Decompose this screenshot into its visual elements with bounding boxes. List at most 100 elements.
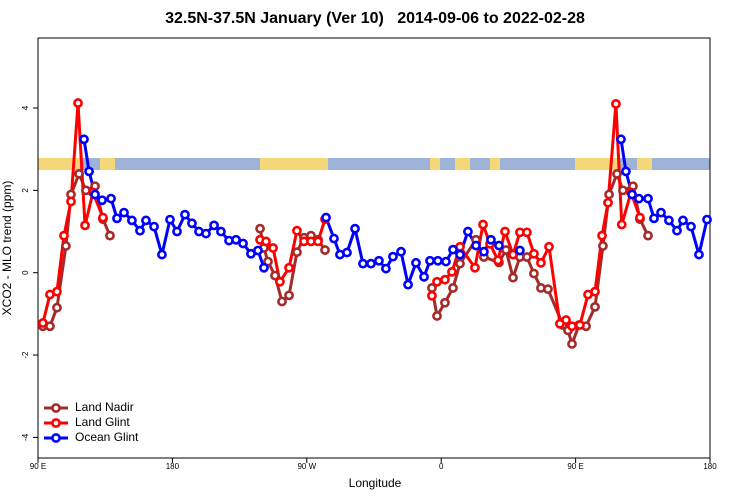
legend-label: Land Nadir: [75, 400, 134, 414]
x-tick-label: 180: [703, 462, 717, 471]
data-point: [135, 225, 145, 236]
data-point: [105, 230, 115, 241]
data-point: [259, 262, 269, 273]
data-point: [664, 215, 674, 226]
data-point: [463, 226, 473, 237]
data-point: [455, 249, 465, 260]
data-point: [514, 245, 525, 256]
x-axis-label: Longitude: [349, 476, 402, 490]
data-point: [180, 209, 190, 220]
data-point: [455, 258, 465, 269]
data-point: [672, 225, 682, 236]
data-point: [98, 212, 108, 223]
data-point: [419, 271, 429, 282]
data-point: [292, 225, 302, 236]
data-point: [433, 255, 443, 266]
data-point: [261, 236, 271, 247]
data-point: [292, 247, 302, 258]
data-point: [238, 238, 248, 249]
data-point: [611, 98, 621, 109]
data-point: [486, 234, 496, 245]
x-tick-label: 0: [439, 462, 444, 471]
data-point: [432, 311, 442, 321]
data-point: [643, 193, 653, 204]
data-point: [381, 263, 391, 274]
data-point: [201, 228, 211, 239]
data-point: [612, 168, 622, 179]
data-point: [440, 274, 450, 285]
y-tick-label: 4: [21, 105, 30, 110]
data-point: [320, 245, 330, 255]
data-point: [97, 195, 107, 206]
legend-marker: [51, 433, 61, 443]
data-point: [119, 207, 129, 218]
data-point: [270, 270, 280, 281]
data-point: [543, 284, 553, 295]
data-point: [52, 302, 62, 313]
data-point: [275, 276, 285, 287]
legend-label: Land Glint: [75, 415, 130, 429]
data-point: [231, 234, 241, 245]
data-point: [321, 212, 331, 223]
data-point: [79, 134, 89, 145]
data-point: [603, 197, 613, 208]
data-point: [61, 241, 71, 251]
data-point: [374, 255, 384, 266]
data-point: [396, 246, 406, 257]
y-tick-label: -4: [21, 433, 30, 441]
data-point: [470, 262, 480, 273]
y-tick-label: 0: [21, 270, 30, 275]
data-point: [216, 226, 226, 237]
data-point: [172, 226, 182, 237]
y-tick-label: 2: [21, 188, 30, 193]
data-point: [112, 213, 122, 224]
data-point: [471, 240, 481, 251]
data-point: [441, 256, 451, 267]
data-point: [106, 193, 116, 204]
data-point: [590, 286, 600, 297]
data-point: [342, 247, 352, 258]
land-ocean-strip: [38, 158, 710, 170]
data-point: [73, 98, 83, 108]
data-point: [575, 320, 585, 330]
data-point: [621, 166, 631, 177]
data-point: [561, 315, 571, 325]
data-point: [529, 268, 539, 279]
data-point: [616, 219, 627, 230]
data-point: [313, 236, 323, 247]
data-point: [508, 249, 518, 260]
data-point: [536, 257, 546, 268]
data-point: [80, 220, 90, 231]
data-point: [501, 245, 511, 255]
y-axis-label: XCO2 - MLO trend (ppm): [0, 181, 14, 316]
data-point: [649, 213, 659, 224]
data-point: [253, 245, 263, 256]
data-point: [141, 215, 151, 226]
data-point: [678, 215, 688, 226]
data-point: [627, 189, 637, 200]
data-point: [329, 233, 339, 244]
data-point: [358, 258, 368, 269]
data-point: [590, 301, 600, 312]
x-tick-label: 90 W: [297, 462, 316, 471]
chart-title: 32.5N-37.5N January (Ver 10) 2014-09-06 …: [165, 10, 585, 27]
data-point: [90, 189, 100, 200]
data-point: [478, 219, 488, 230]
data-point: [493, 255, 503, 266]
data-point: [567, 339, 577, 349]
legend-label: Ocean Glint: [75, 430, 139, 444]
data-point: [268, 243, 278, 253]
data-point: [52, 286, 62, 297]
x-tick-label: 180: [166, 462, 180, 471]
data-point: [84, 166, 94, 177]
data-point: [277, 296, 287, 307]
data-point: [448, 244, 458, 255]
data-point: [598, 241, 608, 251]
x-tick-label: 90 E: [30, 462, 46, 471]
data-point: [686, 221, 696, 232]
data-point: [500, 226, 510, 237]
y-tick-label: -2: [21, 351, 30, 359]
data-point: [427, 290, 437, 301]
data-point: [66, 196, 76, 207]
